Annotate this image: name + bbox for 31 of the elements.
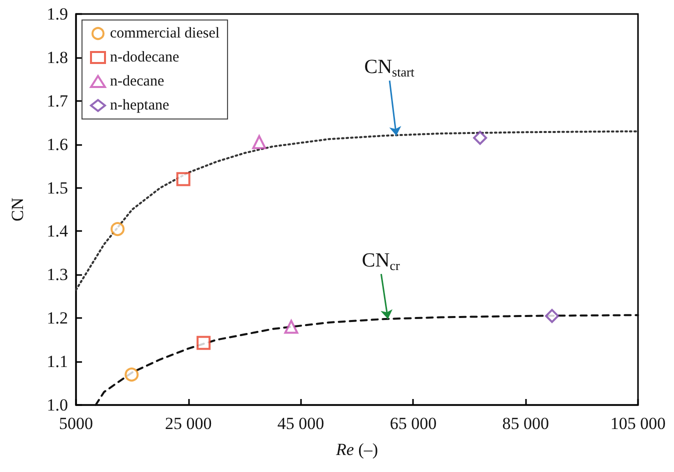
- y-tick-label: 1.5: [46, 178, 68, 198]
- y-tick-label: 1.7: [46, 91, 68, 110]
- point: [473, 130, 488, 145]
- y-tick-label: 1.4: [46, 222, 68, 241]
- point: [110, 222, 125, 236]
- legend-label: n-decane: [110, 74, 164, 90]
- line-series: [75, 130, 639, 291]
- y-tick-label: 1.2: [46, 308, 68, 328]
- point: [284, 320, 298, 334]
- point: [252, 135, 266, 150]
- x-tick-label: 85 000: [502, 414, 549, 433]
- y-tick-label: 1.3: [46, 265, 68, 284]
- y-tick-label: 1.6: [46, 134, 68, 154]
- y-axis-title: CN: [8, 198, 27, 222]
- legend-label: commercial diesel: [110, 26, 220, 42]
- legend-label: n-heptane: [110, 98, 170, 114]
- point: [545, 308, 560, 323]
- x-tick-label: 5000: [59, 414, 93, 433]
- x-tick-label: 25 000: [165, 414, 212, 433]
- y-tick-label: 1.9: [46, 4, 68, 24]
- x-tick-label: 45 000: [277, 414, 324, 433]
- point: [176, 172, 190, 186]
- legend-label: n-dodecane: [110, 50, 180, 66]
- point: [196, 336, 211, 350]
- y-tick-label: 1.8: [46, 48, 68, 67]
- x-tick-label: 65 000: [390, 414, 437, 433]
- x-axis-title: Re (–): [334, 440, 378, 459]
- x-tick-label: 105 000: [610, 414, 666, 433]
- y-tick-label: 1.1: [46, 352, 68, 372]
- point: [124, 368, 139, 382]
- y-tick-label: 1.0: [46, 396, 68, 414]
